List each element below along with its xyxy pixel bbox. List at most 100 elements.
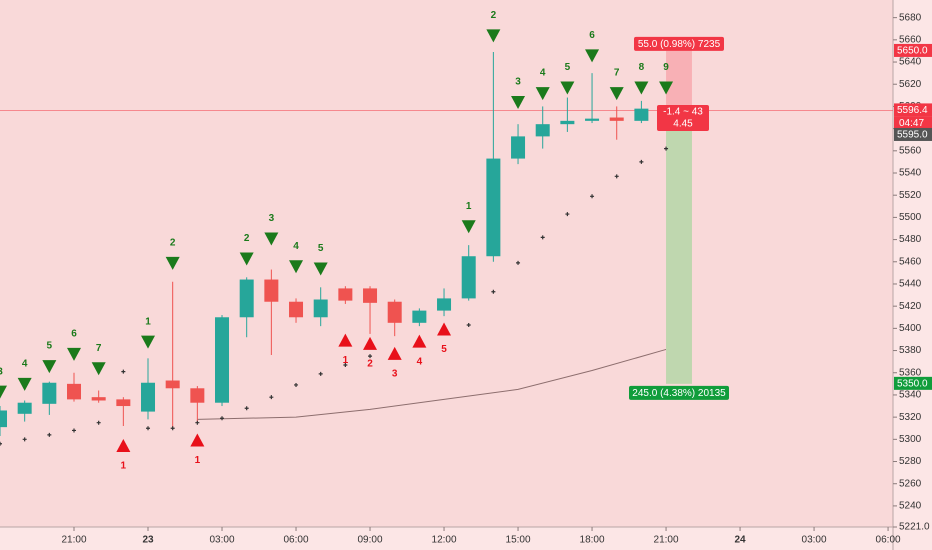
price-badge: 5650.0 — [897, 46, 928, 57]
signal-label: 7 — [614, 68, 620, 79]
sell-signal — [609, 87, 624, 101]
y-tick-label: 5300 — [899, 434, 922, 445]
signal-label: 2 — [491, 10, 497, 21]
signal-label: 1 — [343, 355, 349, 366]
y-tick-label: 5320 — [899, 412, 922, 423]
y-tick-label: 5360 — [899, 367, 922, 378]
sar-point — [565, 212, 570, 217]
sell-signal — [42, 360, 57, 374]
signal-label: 3 — [392, 369, 398, 380]
y-tick-label: 5380 — [899, 345, 922, 356]
sell-signal — [264, 232, 279, 246]
price-badge-bg — [894, 103, 932, 117]
signal-label: 4 — [540, 68, 546, 79]
sar-point — [72, 428, 77, 433]
y-tick-label: 5520 — [899, 190, 922, 201]
signal-label: 4 — [417, 356, 423, 367]
candle-body — [91, 397, 106, 401]
sell-signal — [91, 362, 106, 376]
y-tick-label: 5560 — [899, 145, 922, 156]
sar-point — [47, 432, 52, 437]
sar-point — [220, 416, 225, 421]
signal-label: 1 — [195, 455, 201, 466]
signal-label: 4 — [293, 241, 299, 252]
signal-label: 2 — [170, 238, 176, 249]
sar-point — [368, 354, 373, 359]
x-tick-label: 21:00 — [61, 535, 86, 546]
sar-point — [269, 395, 274, 400]
y-tick-label: 5640 — [899, 57, 922, 68]
signal-label: 1 — [121, 461, 127, 472]
signal-label: 3 — [0, 366, 3, 377]
sell-signal — [289, 260, 304, 274]
sar-point — [664, 146, 669, 151]
candle-body — [387, 301, 402, 323]
position-label: 55.0 (0.98%) 7235 — [638, 39, 721, 50]
price-badge: 5596.4 — [897, 105, 928, 116]
signal-label: 3 — [515, 77, 521, 88]
signal-label: 1 — [466, 201, 472, 212]
sar-point — [22, 437, 27, 442]
position-label: -1.4 ~ 43 — [663, 107, 703, 118]
x-tick-label: 06:00 — [876, 535, 901, 546]
candle-body — [437, 298, 452, 311]
signal-label: 4 — [22, 358, 28, 369]
y-tick-label: 5440 — [899, 279, 922, 290]
candle-body — [0, 410, 7, 428]
signal-label: 8 — [639, 62, 645, 73]
y-tick-label: 5620 — [899, 79, 922, 90]
signal-label: 9 — [663, 62, 669, 73]
candle-body — [42, 382, 57, 404]
y-tick-label: 5221.0 — [899, 522, 930, 533]
sell-signal — [141, 335, 156, 349]
countdown: 04:47 — [899, 118, 924, 129]
buy-signal — [363, 336, 378, 350]
price-badge-bg — [894, 43, 932, 57]
sar-point — [491, 289, 496, 294]
candle-body — [486, 158, 501, 257]
buy-signal — [437, 322, 452, 336]
sar-point — [244, 406, 249, 411]
position-label: 4.45 — [673, 119, 693, 130]
buy-signal — [338, 333, 353, 347]
candle-body — [239, 279, 254, 318]
price-axis — [893, 0, 932, 550]
candle-body — [634, 108, 649, 121]
candle-body — [585, 118, 600, 121]
time-axis — [0, 527, 893, 550]
sar-point — [195, 420, 200, 425]
candle-body — [609, 117, 624, 121]
sar-point — [318, 371, 323, 376]
sar-point — [294, 382, 299, 387]
price-badge: 5350.0 — [897, 378, 928, 389]
y-tick-label: 5280 — [899, 456, 922, 467]
x-tick-label: 23 — [142, 535, 154, 546]
candle-body — [67, 383, 82, 400]
candle-body — [363, 288, 378, 303]
sell-signal — [239, 252, 254, 266]
candle-body — [412, 310, 427, 323]
candle-body — [289, 301, 304, 318]
x-tick-label: 03:00 — [210, 535, 235, 546]
sell-signal — [560, 81, 575, 95]
sar-point — [516, 260, 521, 265]
position-label-bg — [634, 36, 725, 51]
sell-signal — [535, 87, 550, 101]
signal-label: 7 — [96, 343, 102, 354]
signal-label: 6 — [589, 30, 595, 41]
signal-label: 3 — [269, 213, 275, 224]
y-tick-label: 5660 — [899, 34, 922, 45]
moving-average — [197, 348, 667, 420]
y-tick-label: 5680 — [899, 12, 922, 23]
sell-signal — [461, 220, 476, 234]
price-badge-bg — [894, 127, 932, 141]
position-label: 245.0 (4.38%) 20135 — [632, 388, 726, 399]
sar-point — [170, 426, 175, 431]
candle-body — [190, 388, 205, 403]
sell-signal — [165, 256, 180, 270]
y-tick-label: 5340 — [899, 390, 922, 401]
candle-body — [116, 399, 131, 407]
candle-body — [511, 136, 526, 159]
candle-body — [165, 380, 180, 389]
